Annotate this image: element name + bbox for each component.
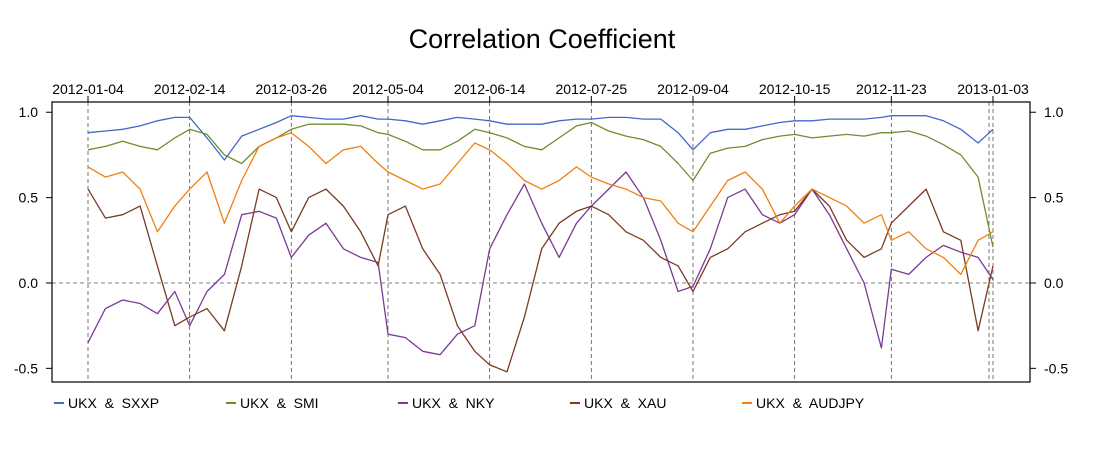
y-tick-label-right: -0.5	[1044, 360, 1068, 376]
x-tick-label: 2012-03-26	[256, 81, 328, 97]
y-tick-label-left: -0.5	[14, 360, 38, 376]
x-tick-label: 2012-07-25	[556, 81, 628, 97]
grid-lines	[52, 102, 1030, 382]
plot-frame	[51, 101, 1031, 383]
chart-title: Correlation Coefficient	[409, 24, 676, 54]
y-tick-label-right: 0.5	[1044, 190, 1064, 206]
series-line-2	[87, 171, 994, 356]
legend-label: UKX & NKY	[412, 395, 495, 411]
axes: 2012-01-04 2012-02-14 2012-03-26 2012-05-04…	[14, 81, 1068, 376]
x-tick-label: 2012-05-04	[352, 81, 424, 97]
legend-label: UKX & AUDJPY	[756, 395, 865, 411]
y-tick-label-right: 1.0	[1044, 104, 1064, 120]
legend: UKX & SXXP UKX & SMI UKX & NKY UKX & XAU UKX…	[54, 395, 865, 411]
x-tick-label: 2012-10-15	[759, 81, 831, 97]
x-tick-label: 2012-09-04	[657, 81, 729, 97]
y-tick-label-left: 0.5	[19, 190, 39, 206]
y-tick-label-right: 0.0	[1044, 275, 1064, 291]
legend-label: UKX & XAU	[584, 395, 666, 411]
series-line-0	[87, 115, 994, 161]
x-tick-label: 2012-02-14	[154, 81, 226, 97]
x-tick-label: 2012-11-23	[856, 81, 927, 97]
series-line-1	[87, 121, 994, 248]
legend-label: UKX & SMI	[240, 395, 319, 411]
x-tick-label: 2012-06-14	[454, 81, 526, 97]
series-line-4	[87, 132, 994, 276]
series-lines	[87, 115, 994, 373]
y-tick-label-left: 1.0	[19, 104, 39, 120]
x-tick-label: 2013-01-03	[957, 81, 1029, 97]
y-tick-label-left: 0.0	[19, 275, 39, 291]
series-line-3	[87, 188, 994, 373]
legend-label: UKX & SXXP	[68, 395, 159, 411]
x-tick-label: 2012-01-04	[52, 81, 124, 97]
